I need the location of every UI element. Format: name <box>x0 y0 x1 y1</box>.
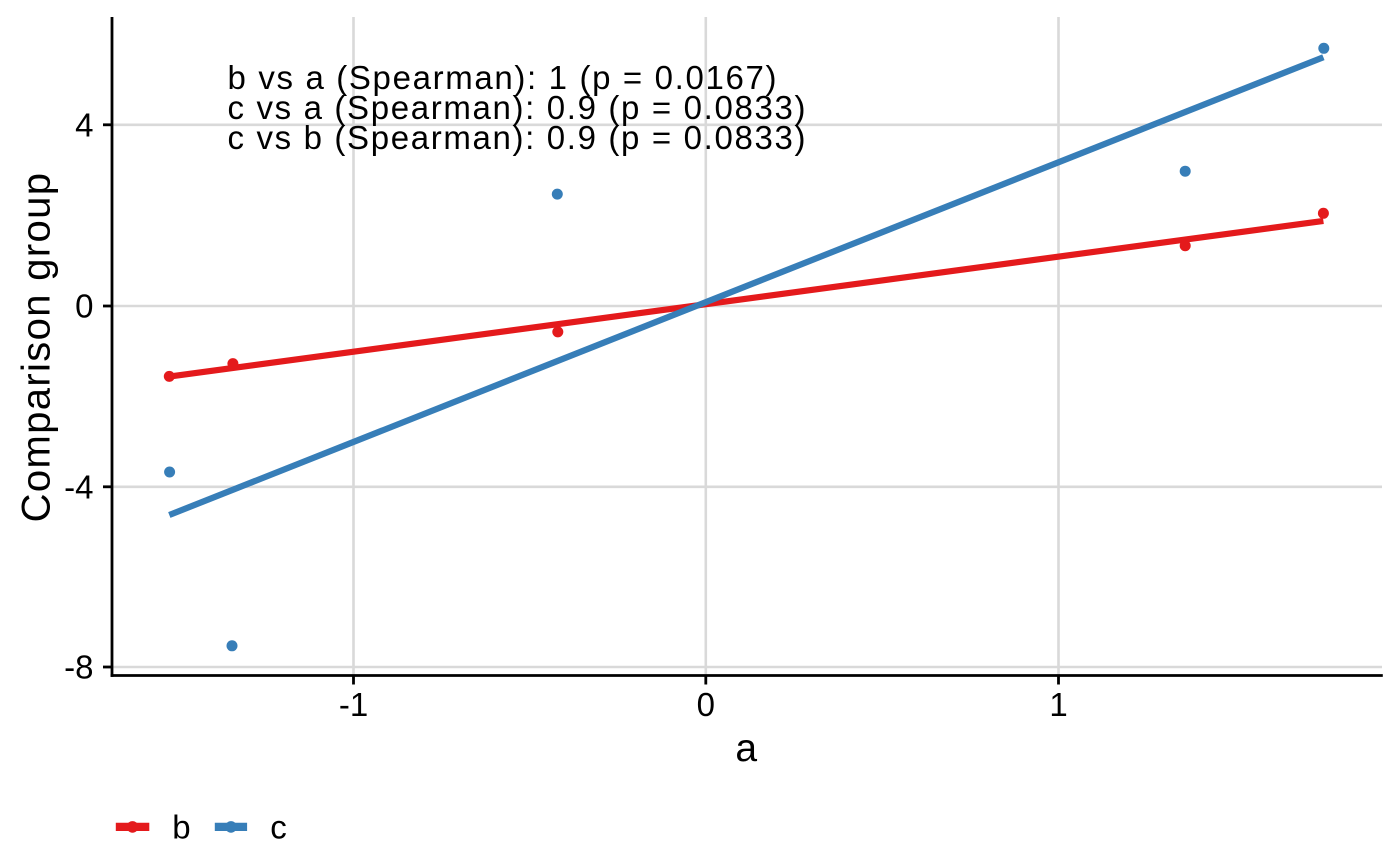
svg-text:1: 1 <box>1049 686 1067 723</box>
svg-text:-1: -1 <box>339 686 368 723</box>
svg-text:c vs a (Spearman): 0.9 (p = 0.: c vs a (Spearman): 0.9 (p = 0.0833) <box>228 89 808 126</box>
svg-text:-8: -8 <box>64 649 93 686</box>
svg-text:0: 0 <box>75 288 93 325</box>
svg-text:a: a <box>735 727 757 770</box>
svg-text:b vs a (Spearman): 1 (p = 0.01: b vs a (Spearman): 1 (p = 0.0167) <box>228 59 779 96</box>
svg-text:4: 4 <box>75 107 93 144</box>
svg-text:b: b <box>172 808 190 845</box>
svg-text:c: c <box>270 808 287 845</box>
svg-text:-4: -4 <box>64 469 93 506</box>
svg-text:0: 0 <box>697 686 715 723</box>
svg-text:Comparison group: Comparison group <box>14 172 58 523</box>
svg-text:c vs b (Spearman): 0.9 (p = 0.: c vs b (Spearman): 0.9 (p = 0.0833) <box>228 119 808 156</box>
